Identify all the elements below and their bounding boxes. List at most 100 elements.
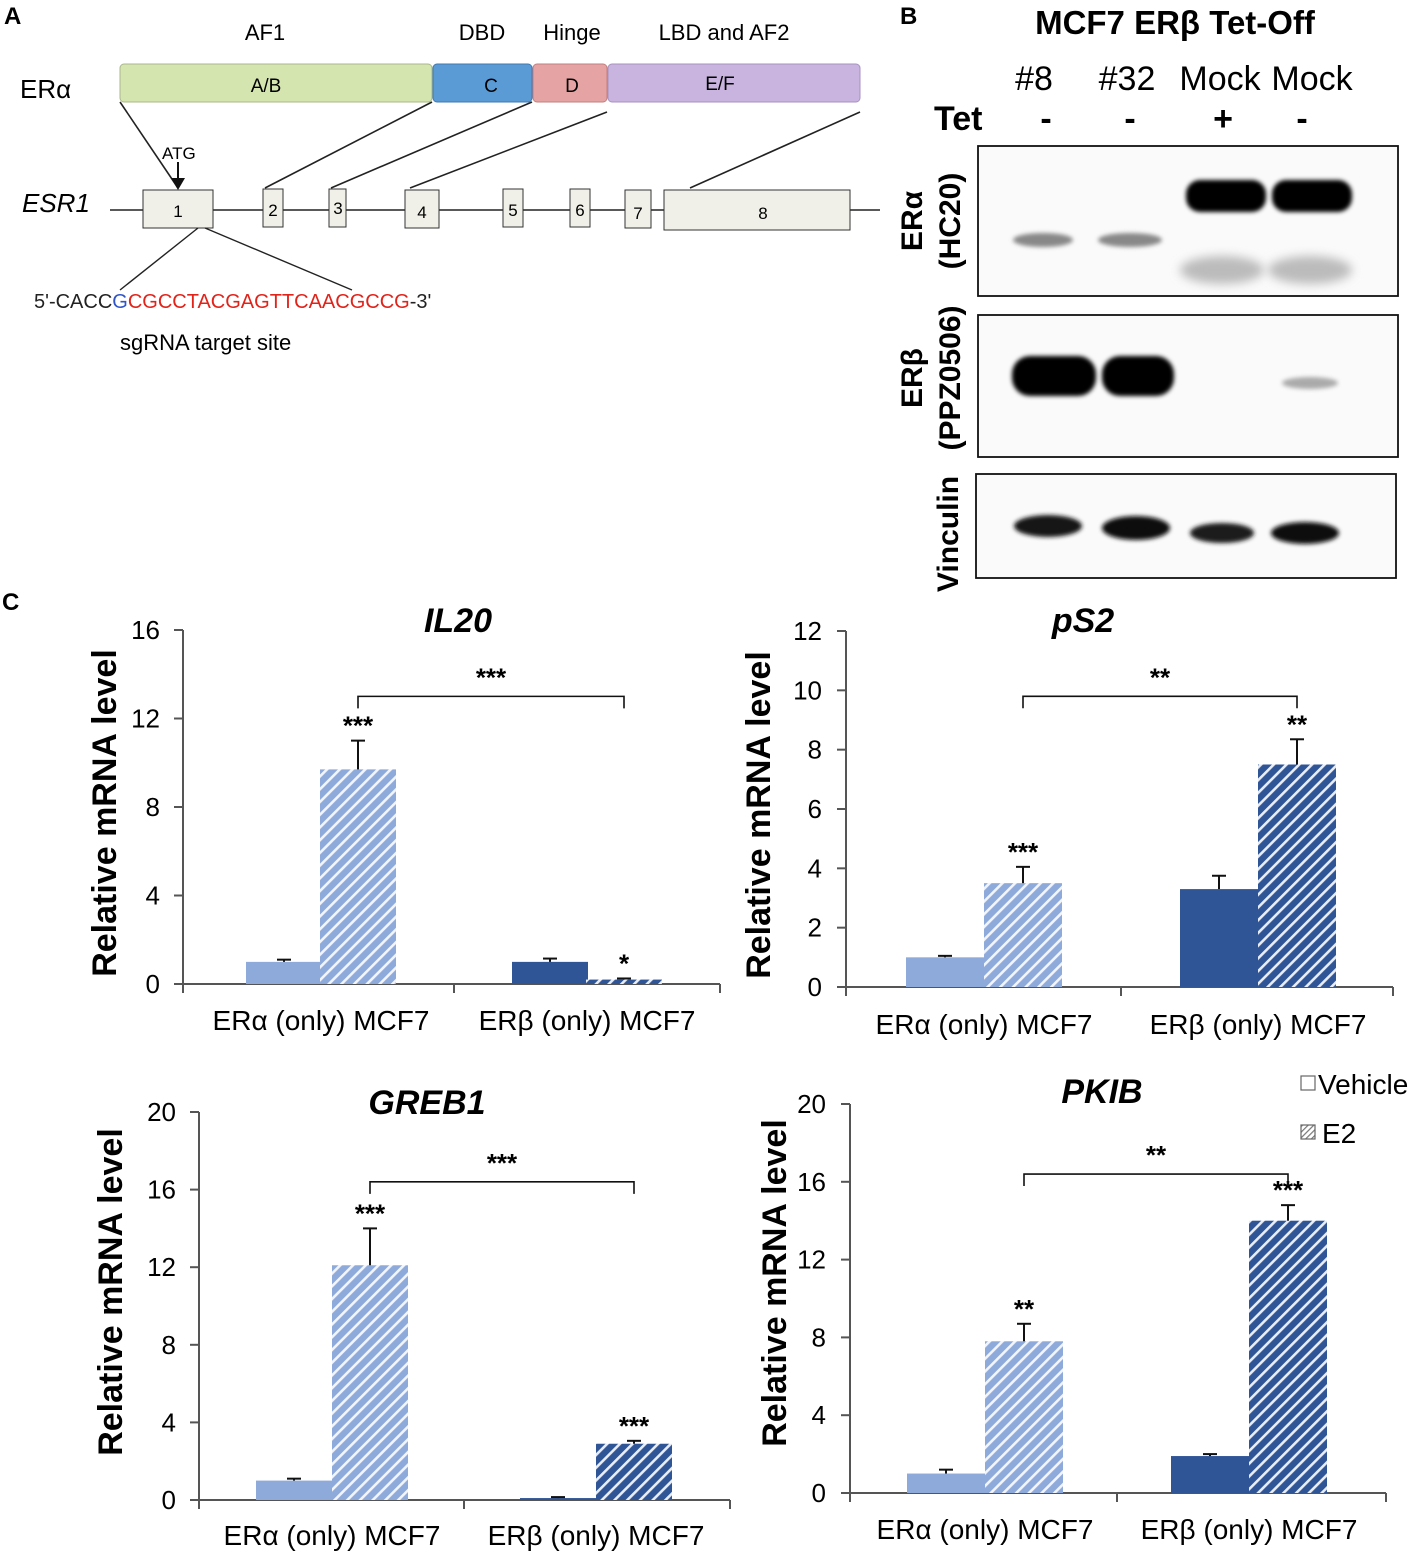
blot-era-name: ERα (896, 190, 929, 251)
significance-label: *** (1008, 837, 1039, 867)
band (1282, 377, 1338, 389)
bar (256, 1480, 332, 1500)
bar (1258, 764, 1336, 987)
x-category-label: ERβ (only) MCF7 (488, 1520, 705, 1551)
y-tick-label: 8 (808, 735, 822, 765)
lane-label-mock-2: Mock (1271, 60, 1353, 98)
exon-6-label: 6 (575, 201, 584, 220)
y-tick-label: 16 (797, 1167, 826, 1197)
bracket-label: ** (1146, 1140, 1167, 1170)
exon-7 (624, 189, 652, 229)
sgrna-label: sgRNA target site (120, 330, 291, 355)
y-tick-label: 12 (147, 1252, 176, 1282)
chart-title: GREB1 (368, 1084, 485, 1122)
exon-8-label: 8 (758, 204, 767, 223)
x-category-label: ERα (only) MCF7 (876, 1009, 1093, 1040)
exon-8 (663, 189, 851, 231)
domain-label-lbd: LBD and AF2 (659, 20, 790, 45)
band (1190, 523, 1254, 543)
significance-label: * (619, 948, 630, 978)
y-axis-label: Relative mRNA level (740, 651, 778, 979)
bar (907, 1473, 985, 1493)
y-tick-label: 8 (162, 1330, 176, 1360)
domain-c (432, 63, 533, 103)
y-tick-label: 16 (131, 615, 160, 645)
domain-label-af1: AF1 (245, 20, 285, 45)
legend-e2-label: E2 (1322, 1118, 1356, 1149)
bar (906, 957, 984, 987)
domain-label-dbd: DBD (459, 20, 505, 45)
panel-a-label: A (4, 3, 21, 30)
y-tick-label: 0 (146, 969, 160, 999)
seq-prefix: 5'-CACC (34, 291, 112, 313)
y-tick-label: 0 (162, 1485, 176, 1515)
band (1180, 256, 1264, 284)
exon-2-label: 2 (268, 201, 277, 220)
tet-value-2: - (1124, 100, 1135, 138)
significance-label: ** (1014, 1294, 1035, 1324)
exon-7-label: 7 (633, 204, 642, 223)
tet-value-3: + (1213, 100, 1233, 138)
blot-vinculin: Vinculin (932, 473, 1397, 592)
blot-erb-antibody: (PPZ0506) (934, 305, 967, 450)
tet-value-4: - (1296, 100, 1307, 138)
y-tick-label: 4 (162, 1407, 176, 1437)
atg-arrow-icon (171, 162, 185, 190)
domain-ef (607, 63, 861, 103)
exon-1-label: 1 (173, 202, 182, 221)
y-tick-label: 4 (808, 853, 822, 883)
x-category-label: ERα (only) MCF7 (224, 1520, 441, 1551)
bar (985, 1341, 1063, 1493)
panel-b-label: B (900, 3, 917, 30)
panel-c-label: C (2, 589, 19, 616)
y-tick-label: 16 (147, 1175, 176, 1205)
blot-title: MCF7 ERβ Tet-Off (1035, 4, 1316, 41)
exon-3-label: 3 (333, 199, 342, 218)
bar (520, 1498, 596, 1500)
domain-label-hinge: Hinge (543, 20, 600, 45)
exon-4-label: 4 (417, 203, 426, 222)
panel-c: C Vehicle E2 IL20 Relative mRNA level 0 4 8 1… (2, 589, 1408, 1551)
lane-label-32: #32 (1099, 60, 1156, 98)
significance-label: *** (619, 1411, 650, 1441)
exon-5-label: 5 (508, 201, 517, 220)
domain-ab-label: A/B (251, 76, 282, 97)
y-tick-label: 8 (146, 792, 160, 822)
sgrna-zoom-lines (119, 227, 353, 291)
y-tick-label: 4 (146, 881, 160, 911)
significance-label: *** (355, 1198, 386, 1228)
exon-6 (569, 188, 591, 228)
x-category-label: ERβ (only) MCF7 (1150, 1009, 1367, 1040)
band (1271, 522, 1339, 544)
bar (1171, 1456, 1249, 1493)
significance-label: ** (1287, 709, 1308, 739)
blot-era-antibody: (HC20) (934, 173, 967, 270)
bar (586, 979, 662, 984)
bar (512, 961, 588, 984)
y-tick-label: 12 (793, 616, 822, 646)
y-axis-label: Relative mRNA level (86, 649, 124, 977)
band (1098, 233, 1162, 247)
lane-label-8: #8 (1015, 60, 1053, 98)
seq-suffix: -3' (410, 291, 432, 313)
bracket-label: *** (476, 662, 507, 692)
comparison-bracket (1022, 695, 1298, 709)
bar (332, 1265, 408, 1500)
x-category-label: ERβ (only) MCF7 (1141, 1514, 1358, 1545)
domain-ab (119, 63, 433, 103)
y-tick-label: 0 (808, 972, 822, 1002)
y-axis-label: Relative mRNA level (92, 1128, 130, 1456)
legend: Vehicle E2 (1300, 1069, 1408, 1149)
x-category-label: ERα (only) MCF7 (877, 1514, 1094, 1545)
band (1272, 180, 1352, 212)
panel-a: A AF1 DBD Hinge LBD and AF2 ERα A/B C D … (4, 3, 880, 355)
y-tick-label: 8 (812, 1322, 826, 1352)
chart-il20: IL20 Relative mRNA level 0 4 8 12 16 ERα (only)… (86, 602, 721, 1036)
y-tick-label: 4 (812, 1400, 826, 1430)
y-tick-label: 12 (797, 1245, 826, 1275)
x-category-label: ERα (only) MCF7 (213, 1005, 430, 1036)
comparison-bracket (1023, 1173, 1289, 1187)
significance-label: *** (343, 711, 374, 741)
chart-title: IL20 (424, 602, 492, 640)
